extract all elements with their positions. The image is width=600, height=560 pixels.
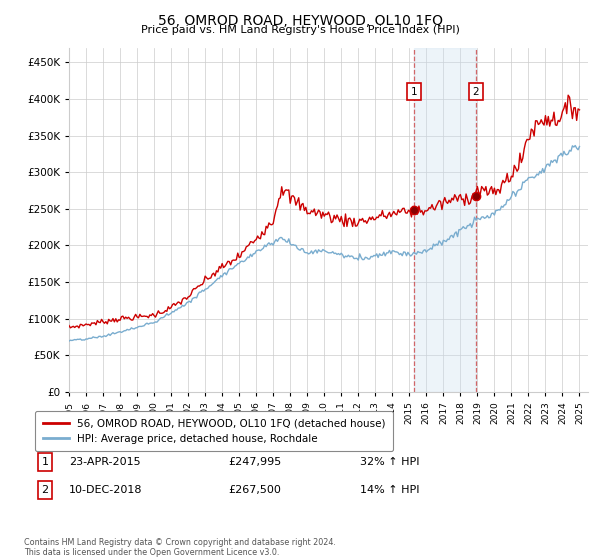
Text: 2: 2 xyxy=(41,485,49,495)
Text: 10-DEC-2018: 10-DEC-2018 xyxy=(69,485,143,495)
Text: 23-APR-2015: 23-APR-2015 xyxy=(69,457,140,467)
Text: 32% ↑ HPI: 32% ↑ HPI xyxy=(360,457,419,467)
Text: 2: 2 xyxy=(473,87,479,96)
Text: 56, OMROD ROAD, HEYWOOD, OL10 1FQ: 56, OMROD ROAD, HEYWOOD, OL10 1FQ xyxy=(157,14,443,28)
Legend: 56, OMROD ROAD, HEYWOOD, OL10 1FQ (detached house), HPI: Average price, detached: 56, OMROD ROAD, HEYWOOD, OL10 1FQ (detac… xyxy=(35,411,392,451)
Text: 1: 1 xyxy=(411,87,418,96)
Text: 1: 1 xyxy=(41,457,49,467)
Text: Contains HM Land Registry data © Crown copyright and database right 2024.
This d: Contains HM Land Registry data © Crown c… xyxy=(24,538,336,557)
Text: Price paid vs. HM Land Registry's House Price Index (HPI): Price paid vs. HM Land Registry's House … xyxy=(140,25,460,35)
Text: £247,995: £247,995 xyxy=(228,457,281,467)
Text: 14% ↑ HPI: 14% ↑ HPI xyxy=(360,485,419,495)
Text: £267,500: £267,500 xyxy=(228,485,281,495)
Bar xyxy=(415,48,476,392)
